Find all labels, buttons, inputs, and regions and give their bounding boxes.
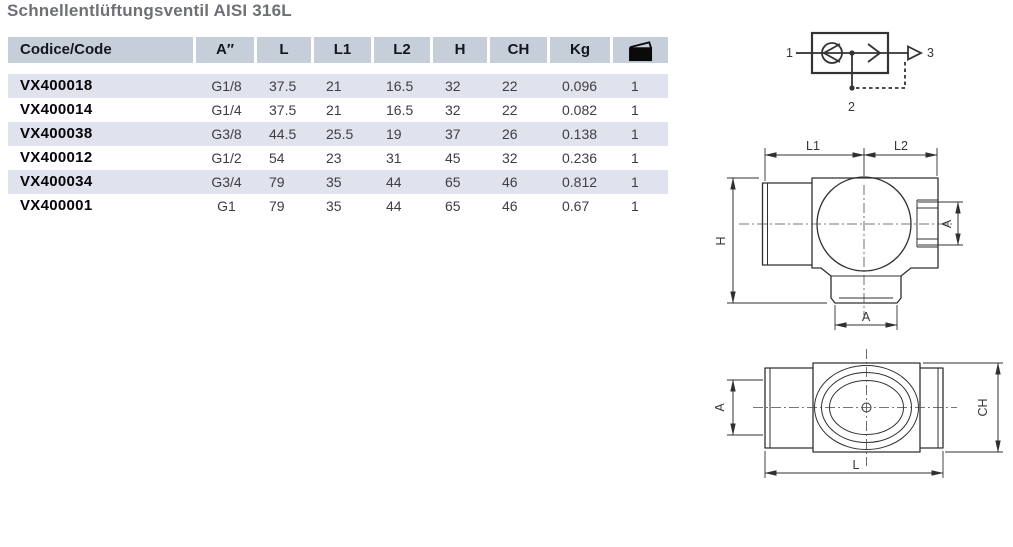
header-a: A″ <box>196 37 257 74</box>
ch-cell: 46 <box>502 198 518 214</box>
page-title: Schnellentlüftungsventil AISI 316L <box>7 1 292 20</box>
kg-cell: 0.082 <box>562 102 598 118</box>
ch-cell: 46 <box>490 170 550 194</box>
table-row: VX400001 G1 79 35 44 65 46 0.67 1 <box>8 194 668 218</box>
flow-arrow-icon <box>867 43 882 63</box>
package-icon <box>626 39 656 62</box>
thread-cell: G1/2 <box>211 150 242 166</box>
code-cell: VX400001 <box>20 197 93 214</box>
l1-cell: 35 <box>326 198 342 214</box>
header-ch: CH <box>490 37 550 74</box>
l-cell: 44.5 <box>257 122 314 146</box>
l2-cell: 44 <box>374 170 433 194</box>
code-cell: VX400012 <box>20 149 93 166</box>
pack-cell: 1 <box>613 122 668 146</box>
code-cell: VX400018 <box>8 74 196 98</box>
table-row: VX400034 G3/4 79 35 44 65 46 0.812 1 <box>8 170 668 194</box>
right-port-outline <box>920 367 944 449</box>
kg-cell: 0.67 <box>562 198 590 214</box>
table-row: VX400014 G1/4 37.5 21 16.5 32 22 0.082 1 <box>8 98 668 122</box>
ch-cell: 32 <box>502 150 518 166</box>
h-cell: 37 <box>433 122 490 146</box>
l2-cell: 16.5 <box>374 74 433 98</box>
pack-cell: 1 <box>631 198 639 214</box>
dim-label-ch: CH <box>976 398 990 416</box>
code-cell: VX400014 <box>20 101 93 118</box>
kg-cell: 0.138 <box>550 122 613 146</box>
header-l: L <box>257 37 314 74</box>
dim-label-a: A <box>715 403 727 412</box>
front-view-drawing: L1 L2 H A A <box>715 139 963 330</box>
header-package <box>613 37 668 74</box>
l1-cell: 23 <box>326 150 342 166</box>
header-h: H <box>433 37 490 74</box>
header-kg: Kg <box>550 37 613 74</box>
kg-cell: 0.236 <box>562 150 598 166</box>
header-l2: L2 <box>374 37 433 74</box>
check-valve-icon <box>821 42 843 64</box>
table-row: VX400012 G1/2 54 23 31 45 32 0.236 1 <box>8 146 668 170</box>
thread-cell: G1/8 <box>196 74 257 98</box>
pneumatic-symbol-diagram: 1 3 2 <box>786 31 934 114</box>
l-cell: 37.5 <box>257 74 314 98</box>
valve-body-outline <box>811 177 939 304</box>
h-cell: 65 <box>445 198 461 214</box>
table-row: VX400018 G1/8 37.5 21 16.5 32 22 0.096 1 <box>8 74 668 98</box>
pack-cell: 1 <box>613 74 668 98</box>
l-cell: 54 <box>269 150 285 166</box>
pack-cell: 1 <box>631 150 639 166</box>
dim-label-l1: L1 <box>806 139 820 153</box>
dim-label-l2: L2 <box>894 139 908 153</box>
h-cell: 45 <box>445 150 461 166</box>
symbol-port1-label: 1 <box>786 46 793 60</box>
pack-cell: 1 <box>613 170 668 194</box>
exhaust-triangle-icon <box>907 45 924 61</box>
ch-cell: 22 <box>490 74 550 98</box>
left-port-outline <box>764 367 813 449</box>
l-cell: 37.5 <box>269 102 297 118</box>
l1-cell: 21 <box>326 102 342 118</box>
dim-label-l: L <box>853 458 860 472</box>
thread-cell: G1 <box>217 198 236 214</box>
l2-cell: 19 <box>374 122 433 146</box>
h-cell: 65 <box>433 170 490 194</box>
symbol-port2-label: 2 <box>848 100 855 114</box>
kg-cell: 0.812 <box>550 170 613 194</box>
h-cell: 32 <box>445 102 461 118</box>
thread-cell: G3/4 <box>196 170 257 194</box>
ch-cell: 22 <box>502 102 518 118</box>
l1-cell: 21 <box>314 74 374 98</box>
thread-cell: G3/8 <box>196 122 257 146</box>
l-cell: 79 <box>257 170 314 194</box>
kg-cell: 0.096 <box>550 74 613 98</box>
l2-cell: 44 <box>386 198 402 214</box>
l-cell: 79 <box>269 198 285 214</box>
l2-cell: 16.5 <box>386 102 414 118</box>
dim-label-h: H <box>715 236 728 245</box>
l1-cell: 25.5 <box>314 122 374 146</box>
thread-cell: G1/4 <box>211 102 242 118</box>
left-port-outline <box>761 182 812 266</box>
spec-table: Codice/Code A″ L L1 L2 H CH Kg <box>8 37 668 218</box>
code-cell: VX400038 <box>8 122 196 146</box>
h-cell: 32 <box>433 74 490 98</box>
symbol-port3-label: 3 <box>927 46 934 60</box>
axial-view-drawing: A CH L <box>715 349 1003 478</box>
l1-cell: 35 <box>314 170 374 194</box>
ch-cell: 26 <box>490 122 550 146</box>
l2-cell: 31 <box>386 150 402 166</box>
header-l1: L1 <box>314 37 374 74</box>
header-codice-code: Codice/Code <box>8 37 196 74</box>
table-row: VX400038 G3/8 44.5 25.5 19 37 26 0.138 1 <box>8 122 668 146</box>
pack-cell: 1 <box>631 102 639 118</box>
dim-label-a-bottom: A <box>862 310 871 324</box>
code-cell: VX400034 <box>8 170 196 194</box>
table-header-row: Codice/Code A″ L L1 L2 H CH Kg <box>8 37 668 74</box>
